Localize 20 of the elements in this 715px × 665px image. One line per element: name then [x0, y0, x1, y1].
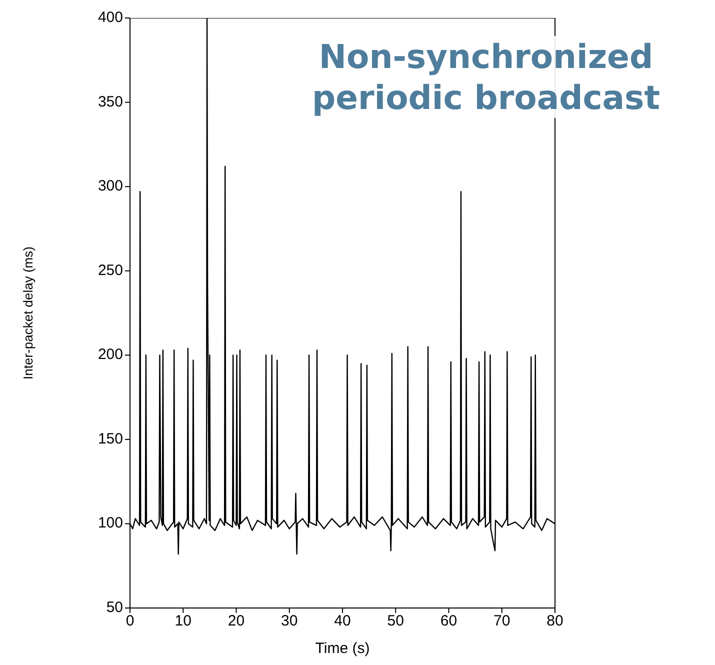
y-tick-label: 250	[98, 262, 123, 279]
y-tick-label: 100	[98, 514, 123, 532]
y-tick-label: 350	[98, 93, 123, 110]
x-tick-label: 10	[174, 612, 192, 630]
y-tick-label: 200	[98, 346, 123, 364]
x-tick-label: 0	[126, 612, 134, 630]
x-tick-label: 30	[281, 612, 298, 630]
x-tick-label: 20	[228, 612, 245, 630]
y-tick-label: 300	[98, 178, 123, 195]
x-tick-label: 70	[494, 612, 510, 630]
x-tick-label: 40	[334, 612, 351, 630]
y-tick-label: 150	[98, 430, 123, 448]
x-tick-label: 60	[440, 612, 458, 630]
y-tick-label: 50	[106, 599, 123, 616]
annotation: Non-synchronized periodic broadcast	[266, 36, 706, 118]
x-tick-label: 80	[546, 612, 564, 630]
y-tick-label: 400	[98, 9, 123, 26]
x-tick-label: 50	[387, 612, 404, 630]
y-axis-title: Inter-packet delay (ms)	[20, 246, 36, 380]
x-axis-title: Time (s)	[315, 640, 370, 657]
